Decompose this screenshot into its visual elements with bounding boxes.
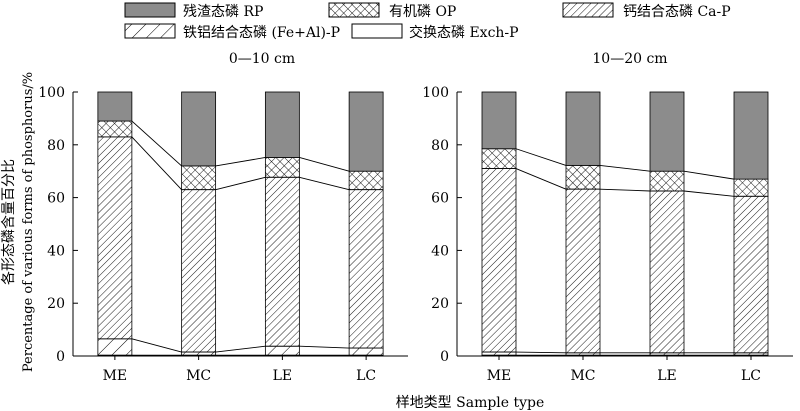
connector-line-op <box>515 148 567 166</box>
legend-label-exchp: 交换态磷 Exch-P <box>409 24 519 41</box>
bar-segment-cap-mc <box>565 188 601 354</box>
bar-segment-cap-me <box>481 168 517 353</box>
bar-segment-op-me <box>481 148 517 169</box>
x-tick-label-lc: LC <box>741 368 761 384</box>
bar-segment-op-mc <box>181 165 217 191</box>
y-tick-label: 80 <box>47 138 65 154</box>
y-tick-label: 60 <box>431 191 449 207</box>
x-tick-label-me: ME <box>487 368 512 384</box>
bar-segment-op-me <box>97 120 133 138</box>
y-axis-label-zh: 各形态磷含量百分比 <box>1 159 17 285</box>
bar-segment-fealp-me <box>481 351 517 356</box>
bar-segment-rp-lc <box>348 91 384 172</box>
bar-segment-rp-mc <box>181 91 217 167</box>
y-tick-label: 20 <box>47 296 65 312</box>
x-tick-label-le: LE <box>657 368 677 384</box>
legend-item-exchp: 交换态磷 Exch-P <box>351 23 519 41</box>
x-tick-label-mc: MC <box>186 368 211 384</box>
x-tick-label-le: LE <box>273 368 293 384</box>
y-tick-label: 80 <box>431 138 449 154</box>
bar-segment-rp-le <box>649 91 685 172</box>
bar-segment-cap-lc <box>733 195 769 354</box>
x-tick-label-me: ME <box>103 368 128 384</box>
bar-segment-cap-mc <box>181 189 217 353</box>
y-axis-label-en: Percentage of various forms of phosphoru… <box>21 72 36 372</box>
legend-swatch-exchp <box>351 23 403 39</box>
bar-segment-rp-lc <box>733 91 769 180</box>
connector-line-cap <box>215 176 266 191</box>
connector-line-op <box>215 157 266 167</box>
legend-label-op: 有机磷 OP <box>389 4 456 20</box>
connector-line-cap <box>299 176 350 191</box>
bar-segment-fealp-mc <box>181 351 217 356</box>
panel-10-20cm: 0 20 40 60 80 100 ME MC LE LC <box>422 85 793 384</box>
legend: 残渣态磷 RP 有机磷 OP 钙结合态磷 Ca-P 铁铝结合态磷 (Fe+Al)… <box>124 2 731 41</box>
legend-swatch-rp <box>124 2 176 18</box>
legend-label-rp: 残渣态磷 RP <box>183 4 263 20</box>
x-axis-label: 样地类型 Sample type <box>396 395 545 411</box>
bar-segment-fealp-lc <box>348 347 384 356</box>
connector-line-op <box>131 120 182 167</box>
connector-line-op <box>599 164 651 172</box>
legend-swatch-cap <box>562 2 614 18</box>
bar-segment-op-lc <box>348 170 384 191</box>
bar-segment-rp-mc <box>565 91 601 166</box>
y-tick-label: 100 <box>422 85 449 101</box>
y-tick-label: 100 <box>38 85 65 101</box>
bar-segment-op-le <box>264 157 300 178</box>
y-tick-label: 0 <box>440 349 449 365</box>
panel-0-10cm: 0 20 40 60 80 100 ME MC LE LC <box>38 85 408 384</box>
panel-title-0-10: 0—10 cm <box>229 51 295 67</box>
legend-item-cap: 钙结合态磷 Ca-P <box>562 2 731 20</box>
bar-segment-op-le <box>649 170 685 192</box>
connector-line-cap <box>515 168 567 190</box>
y-tick-label: 60 <box>47 191 65 207</box>
legend-swatch-fealp <box>124 23 176 39</box>
bar-segment-fealp-le <box>264 345 300 356</box>
legend-item-fealp: 铁铝结合态磷 (Fe+Al)-P <box>124 23 340 41</box>
connector-line-fealp <box>515 351 567 354</box>
y-tick-label: 0 <box>56 349 65 365</box>
legend-label-cap: 钙结合态磷 Ca-P <box>623 4 731 20</box>
bar-segment-rp-me <box>97 91 133 122</box>
legend-label-fealp: 铁铝结合态磷 (Fe+Al)-P <box>183 25 340 41</box>
connector-line-fealp <box>299 345 350 349</box>
bar-segment-op-lc <box>733 178 769 197</box>
legend-item-rp: 残渣态磷 RP <box>124 2 263 20</box>
bar-segment-rp-le <box>264 91 300 158</box>
connector-line-cap <box>683 190 735 197</box>
y-tick-label: 40 <box>47 243 65 259</box>
bar-segment-cap-me <box>97 136 133 340</box>
bar-segment-fealp-me <box>97 338 133 356</box>
x-tick-label-mc: MC <box>570 368 595 384</box>
panel-title-10-20: 10—20 cm <box>592 51 667 67</box>
connector-line-fealp <box>131 338 182 353</box>
bar-segment-cap-le <box>649 190 685 354</box>
connector-line-cap <box>599 188 651 192</box>
y-tick-label: 40 <box>431 243 449 259</box>
legend-item-op: 有机磷 OP <box>328 2 456 20</box>
bar-segment-op-mc <box>565 164 601 190</box>
bar-segment-cap-lc <box>348 189 384 349</box>
connector-line-op <box>683 170 735 180</box>
connector-line-op <box>299 157 350 172</box>
legend-swatch-op <box>328 2 380 18</box>
connector-line-cap <box>131 136 182 190</box>
bar-segment-cap-le <box>264 176 300 347</box>
x-tick-label-lc: LC <box>356 368 376 384</box>
y-tick-label: 20 <box>431 296 449 312</box>
connector-line-fealp <box>215 345 266 353</box>
bar-segment-rp-me <box>481 91 517 150</box>
